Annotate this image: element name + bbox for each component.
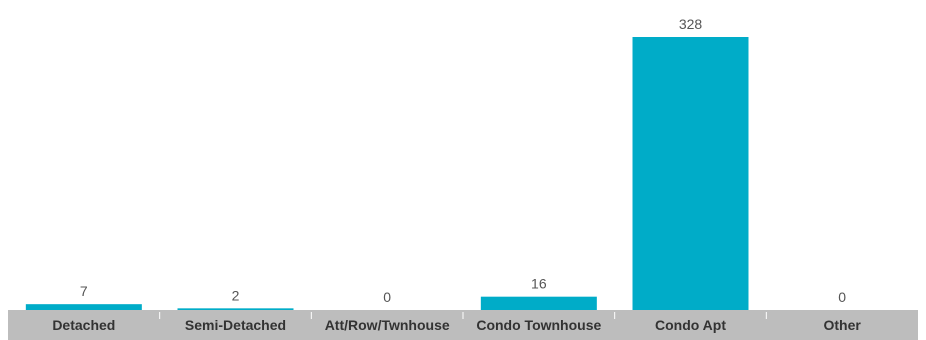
category-label: Att/Row/Twnhouse <box>325 317 450 333</box>
bars-group <box>25 37 749 310</box>
bar-value-label: 0 <box>383 289 391 305</box>
bar-value-label: 328 <box>679 16 703 32</box>
category-label: Semi-Detached <box>185 317 286 333</box>
category-label: Condo Townhouse <box>476 317 601 333</box>
bar <box>632 37 749 310</box>
value-labels-group: 7 2 0 16 328 0 <box>80 16 846 305</box>
category-label: Condo Apt <box>655 317 726 333</box>
bar <box>177 308 294 310</box>
bar-value-label: 0 <box>838 289 846 305</box>
category-labels-group: Detached Semi-Detached Att/Row/Twnhouse Con… <box>52 317 861 333</box>
bar <box>25 304 142 310</box>
bar-value-label: 16 <box>531 276 547 292</box>
category-label: Detached <box>52 317 115 333</box>
bar-value-label: 2 <box>232 287 240 303</box>
bar <box>480 296 597 310</box>
category-label: Other <box>823 317 861 333</box>
bar-value-label: 7 <box>80 283 88 299</box>
category-separators <box>159 312 767 319</box>
